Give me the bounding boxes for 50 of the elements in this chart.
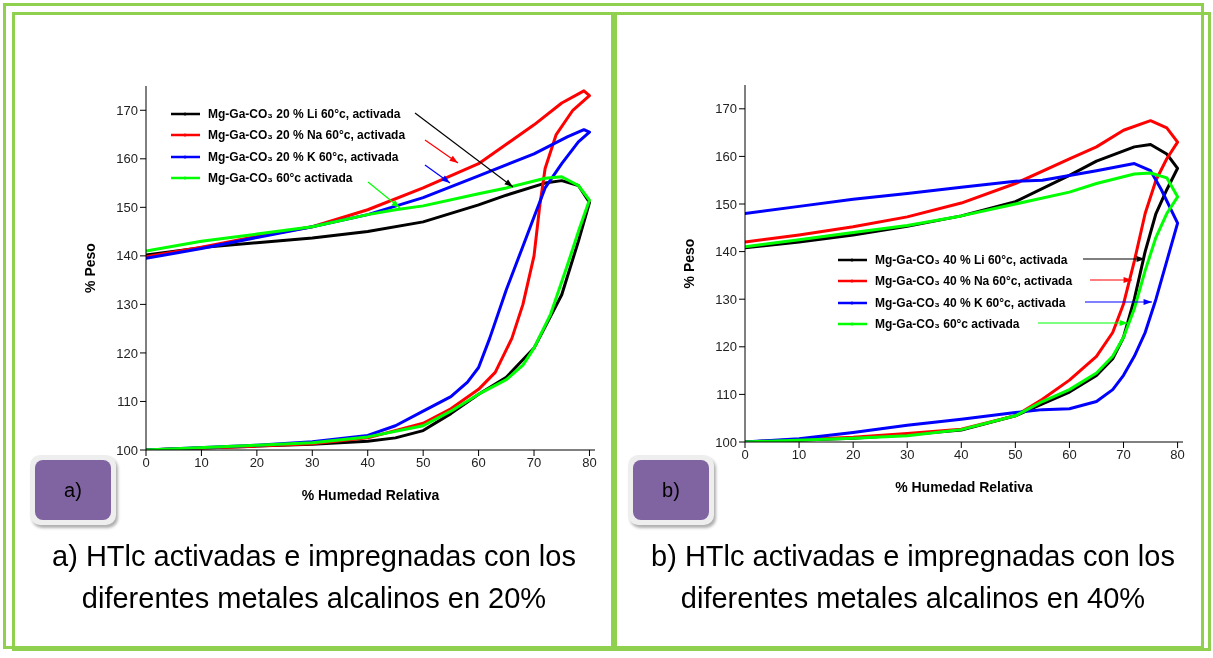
x-tick-label: 70	[526, 455, 542, 471]
x-tick-label: 50	[1008, 447, 1023, 463]
legend-label: Mg-Ga-CO₃ 60°c activada	[875, 317, 1020, 332]
y-tick-label: 150	[715, 196, 737, 212]
y-tick-label: 170	[116, 102, 138, 118]
x-axis-title: % Humedad Relativa	[895, 479, 1034, 495]
x-tick-label: 40	[954, 447, 969, 463]
y-tick-label: 110	[716, 387, 737, 403]
legend-label: Mg-Ga-CO₃ 20 % K 60°c, activada	[208, 149, 399, 164]
y-tick-label: 110	[117, 394, 138, 410]
y-tick-label: 100	[715, 434, 737, 450]
x-tick-label: 40	[360, 455, 375, 471]
x-tick-label: 20	[845, 447, 861, 463]
legend-label: Mg-Ga-CO₃ 20 % Li 60°c, activada	[208, 106, 401, 121]
x-tick-label: 0	[741, 447, 749, 463]
x-tick-label: 10	[194, 455, 209, 471]
text: b)	[662, 478, 680, 502]
y-tick-label: 120	[116, 345, 138, 361]
y-tick-label: 140	[715, 244, 737, 260]
y-tick-label: 150	[116, 199, 138, 215]
y-tick-label: 130	[715, 291, 737, 307]
x-tick-label: 60	[471, 455, 486, 471]
text: b) HTlc activadas e impregnadas con los diferentes metales alcalinos en 40%	[651, 540, 1175, 614]
y-tick-label: 160	[116, 151, 138, 167]
x-tick-label: 80	[1170, 447, 1185, 463]
legend-label: Mg-Ga-CO₃ 40 % K 60°c, activada	[875, 295, 1066, 310]
y-tick-label: 120	[715, 339, 737, 355]
y-tick-label: 130	[116, 297, 138, 313]
x-tick-label: 30	[305, 455, 320, 471]
y-tick-label: 170	[715, 101, 737, 117]
legend-label: Mg-Ga-CO₃ 20 % Na 60°c, activada	[208, 128, 406, 143]
y-tick-label: 160	[715, 149, 737, 165]
x-tick-label: 80	[582, 455, 597, 471]
legend-label: Mg-Ga-CO₃ 40 % Na 60°c, activada	[875, 274, 1073, 289]
x-tick-label: 30	[899, 447, 915, 463]
x-tick-label: 60	[1062, 447, 1077, 463]
x-tick-label: 70	[1116, 447, 1131, 463]
x-axis-title: % Humedad Relativa	[301, 487, 440, 503]
y-axis-title: % Peso	[680, 238, 697, 289]
y-tick-label: 140	[116, 248, 138, 264]
text: a) HTlc activadas e impregnadas con los diferentes metales alcalinos en 20%	[52, 540, 576, 614]
x-tick-label: 50	[415, 455, 431, 471]
y-tick-label: 100	[116, 442, 138, 458]
y-axis-title: % Peso	[81, 243, 98, 293]
x-tick-label: 20	[249, 455, 265, 471]
legend-label: Mg-Ga-CO₃ 60°c activada	[208, 171, 353, 186]
legend-label: Mg-Ga-CO₃ 40 % Li 60°c, activada	[875, 252, 1068, 267]
x-tick-label: 10	[791, 447, 807, 463]
text: a)	[64, 478, 82, 502]
x-tick-label: 0	[142, 455, 150, 471]
